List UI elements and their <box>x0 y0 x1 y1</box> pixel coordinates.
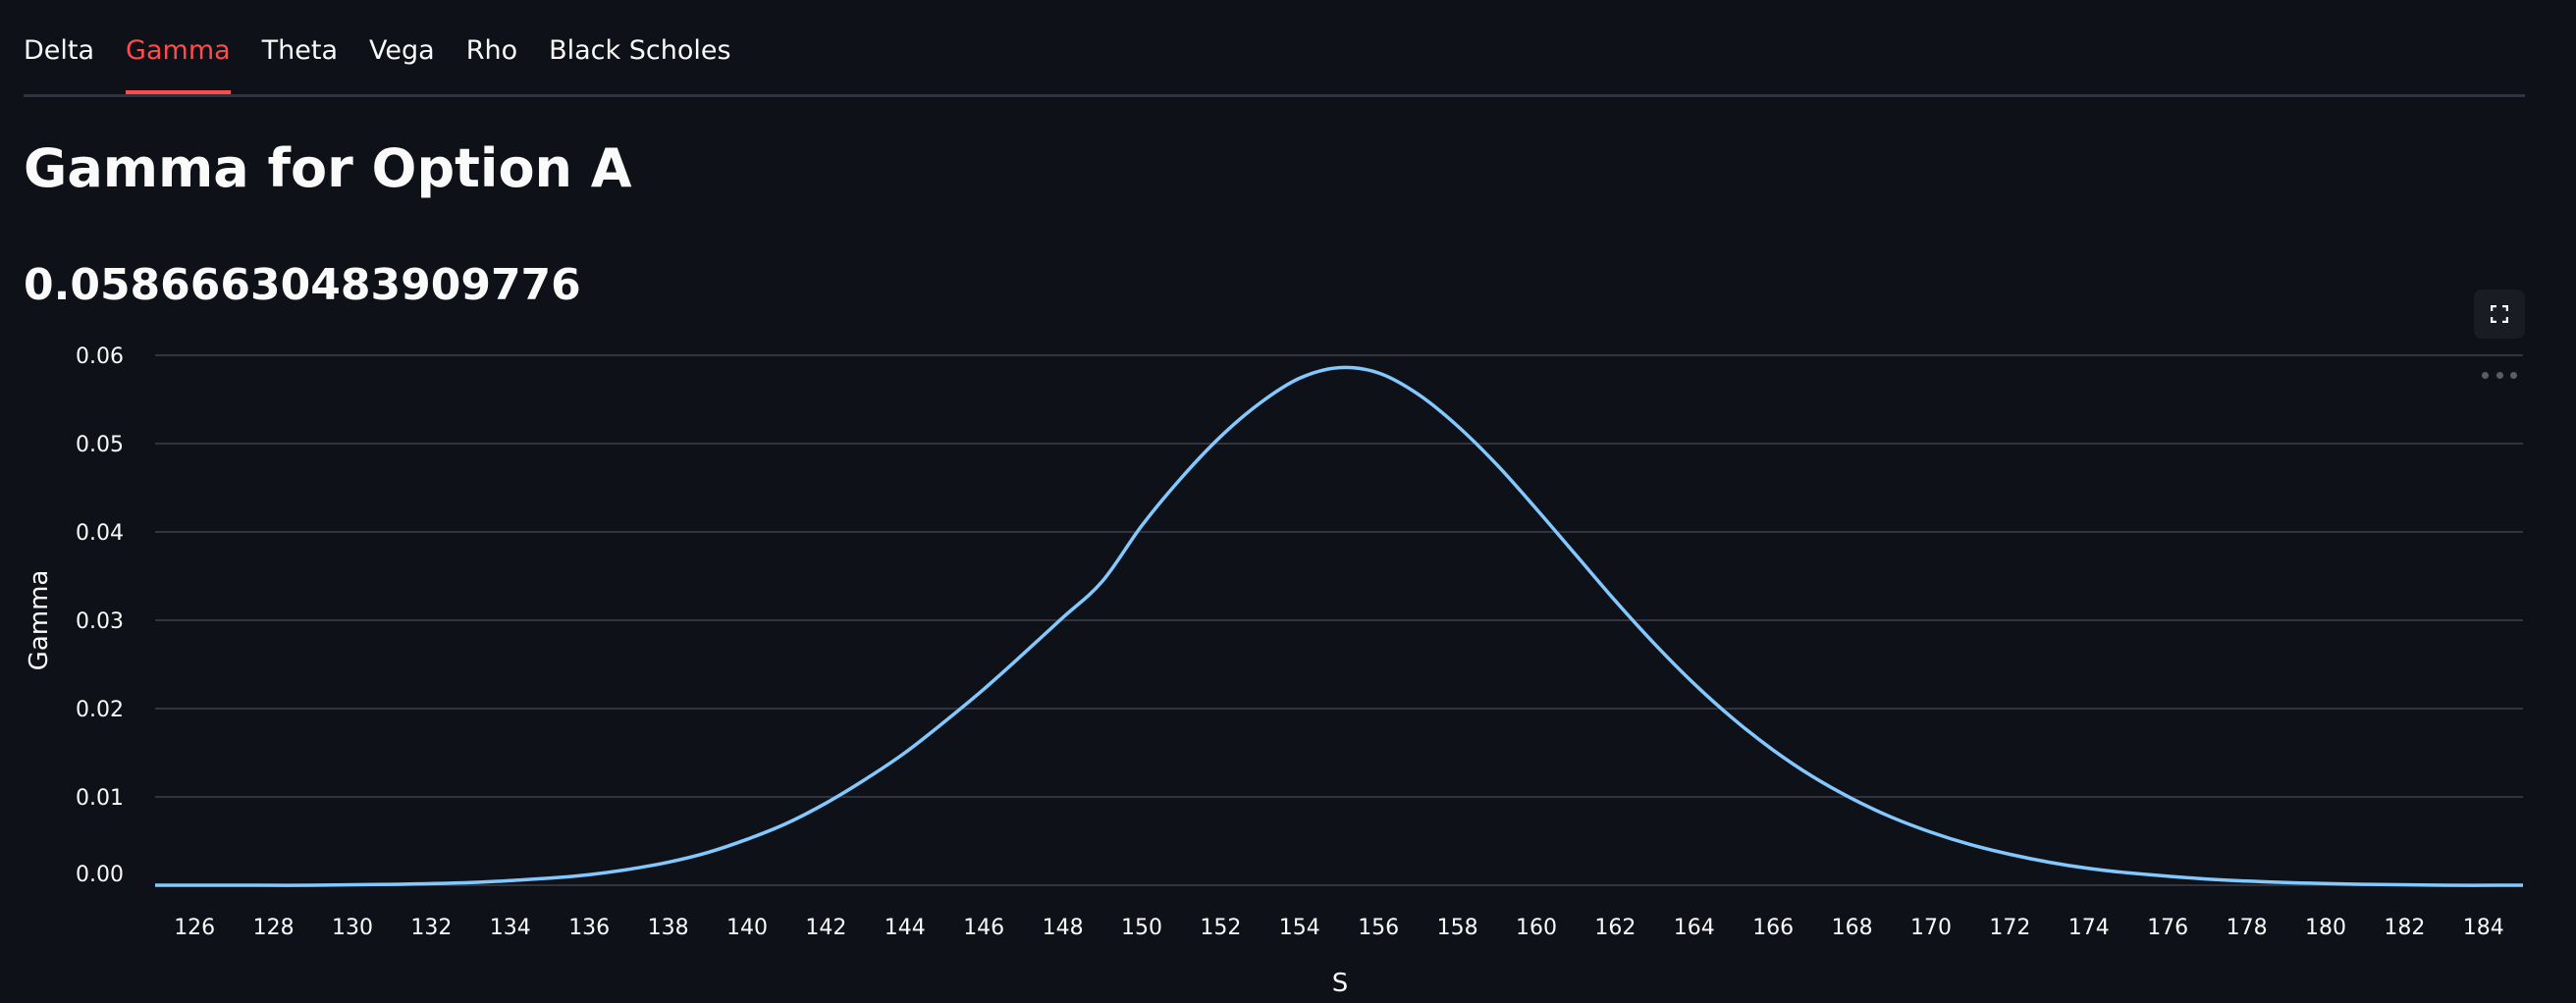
tab-bar: Delta Gamma Theta Vega Rho Black Scholes <box>24 0 2525 97</box>
x-tick-label: 150 <box>1121 916 1162 940</box>
x-tick-label: 142 <box>805 916 846 940</box>
x-tick-label: 182 <box>2384 916 2425 940</box>
gamma-value: 0.05866630483909776 <box>24 260 581 310</box>
x-tick-label: 170 <box>1910 916 1952 940</box>
y-tick-label: 0.01 <box>76 786 124 811</box>
x-tick-label: 132 <box>410 916 452 940</box>
tab-black-scholes[interactable]: Black Scholes <box>549 35 731 66</box>
x-tick-label: 126 <box>174 916 215 940</box>
x-tick-label: 168 <box>1832 916 1873 940</box>
tab-theta[interactable]: Theta <box>261 35 339 66</box>
tab-vega[interactable]: Vega <box>369 35 435 66</box>
tab-delta[interactable]: Delta <box>24 35 95 66</box>
tab-rho[interactable]: Rho <box>465 35 518 66</box>
fullscreen-icon <box>2491 305 2508 323</box>
x-tick-label: 156 <box>1358 916 1399 940</box>
x-tick-label: 154 <box>1279 916 1320 940</box>
y-tick-label: 0.02 <box>76 698 124 722</box>
x-tick-label: 180 <box>2305 916 2346 940</box>
gamma-series-line <box>155 365 2524 887</box>
page-title: Gamma for Option A <box>24 137 632 199</box>
x-tick-label: 144 <box>885 916 926 940</box>
y-tick-label: 0.05 <box>76 433 124 457</box>
y-tick-label: 0.06 <box>76 344 124 369</box>
fullscreen-button[interactable] <box>2474 290 2525 339</box>
y-tick-label: 0.00 <box>76 863 124 887</box>
y-axis-label: Gamma <box>25 570 54 671</box>
gamma-chart: 0.00 0.01 0.02 0.03 0.04 0.05 0.06 126 128 130 132… <box>25 344 2524 998</box>
tab-gamma[interactable]: Gamma <box>126 0 231 94</box>
x-tick-label: 152 <box>1200 916 1241 940</box>
x-tick-label: 148 <box>1043 916 1084 940</box>
x-tick-label: 134 <box>490 916 531 940</box>
x-tick-label: 136 <box>568 916 610 940</box>
x-tick-label: 176 <box>2147 916 2188 940</box>
x-tick-label: 164 <box>1674 916 1715 940</box>
x-tick-label: 172 <box>1989 916 2030 940</box>
x-tick-label: 130 <box>332 916 373 940</box>
y-tick-label: 0.04 <box>76 521 124 546</box>
x-tick-label: 174 <box>2068 916 2110 940</box>
x-tick-label: 146 <box>963 916 1004 940</box>
x-tick-label: 128 <box>253 916 295 940</box>
x-tick-label: 138 <box>648 916 689 940</box>
x-tick-label: 140 <box>726 916 768 940</box>
x-tick-label: 158 <box>1437 916 1478 940</box>
y-tick-label: 0.03 <box>76 609 124 634</box>
more-options-dot <box>2510 371 2517 379</box>
x-tick-label: 166 <box>1752 916 1794 940</box>
more-options-dot <box>2496 371 2503 379</box>
x-tick-label: 178 <box>2227 916 2268 940</box>
more-options-button[interactable] <box>2482 365 2517 385</box>
x-tick-label: 184 <box>2463 916 2504 940</box>
x-tick-label: 160 <box>1516 916 1557 940</box>
x-axis-label: S <box>1332 969 1349 998</box>
more-options-icon <box>2482 371 2489 379</box>
x-tick-label: 162 <box>1594 916 1636 940</box>
